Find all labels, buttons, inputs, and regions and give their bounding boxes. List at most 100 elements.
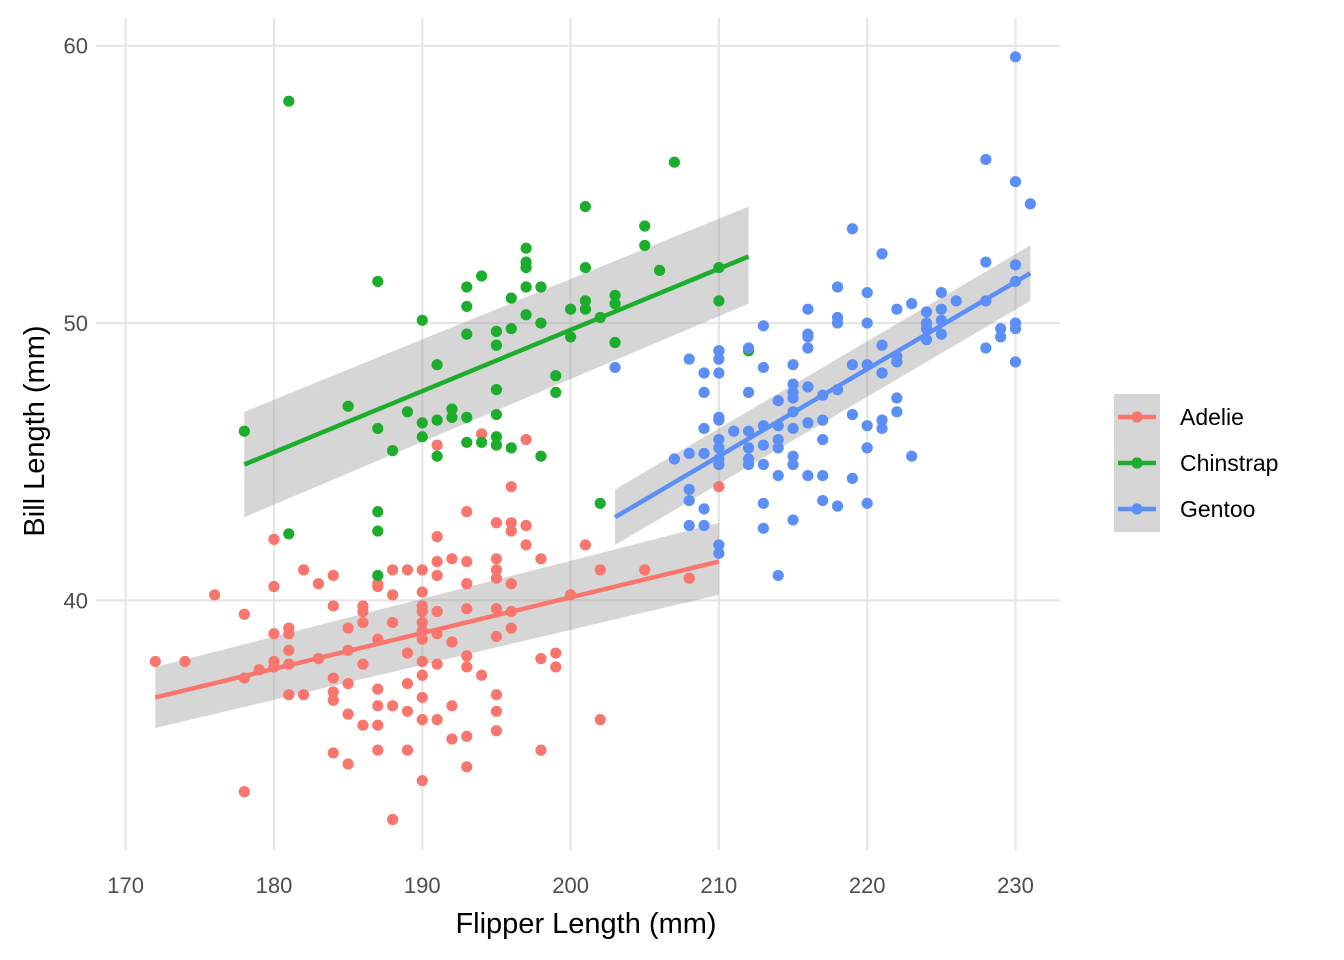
data-point-adelie [238, 608, 250, 620]
data-point-adelie [431, 569, 443, 582]
data-point-adelie [490, 630, 503, 643]
x-tick-label: 170 [107, 873, 144, 898]
data-point-gentoo [713, 414, 725, 426]
data-point-chinstrap [520, 281, 532, 293]
trend-line-gentoo [613, 271, 1032, 520]
data-point-gentoo [935, 328, 947, 340]
data-point-chinstrap [431, 414, 443, 426]
data-point-adelie [446, 636, 458, 648]
data-point-adelie [327, 747, 339, 759]
data-point-gentoo [1009, 176, 1022, 188]
data-point-chinstrap [372, 569, 384, 582]
data-point-adelie [283, 689, 295, 701]
data-point-adelie [401, 647, 414, 659]
data-point-gentoo [757, 320, 769, 332]
data-point-adelie [312, 578, 325, 590]
data-point-gentoo [831, 317, 844, 329]
data-point-chinstrap [490, 408, 503, 421]
trend-line-chinstrap [243, 254, 750, 467]
data-point-chinstrap [461, 328, 473, 340]
data-point-gentoo [683, 519, 695, 532]
data-point-adelie [401, 705, 414, 717]
trend-lines [154, 254, 1032, 700]
data-point-adelie [535, 653, 547, 665]
data-point-adelie [461, 603, 473, 615]
data-point-adelie [505, 525, 517, 537]
data-point-gentoo [802, 303, 814, 315]
data-point-gentoo [742, 342, 755, 354]
data-point-adelie [357, 658, 369, 670]
data-point-adelie [520, 519, 532, 532]
data-point-adelie [357, 719, 369, 731]
data-point-gentoo [728, 425, 740, 437]
data-point-gentoo [802, 342, 814, 354]
x-tick-label: 230 [997, 873, 1034, 898]
data-point-adelie [431, 714, 443, 726]
data-point-gentoo [846, 472, 858, 484]
data-point-gentoo [698, 503, 710, 515]
data-point-adelie [476, 428, 488, 440]
data-point-gentoo [609, 361, 621, 374]
legend-label-gentoo: Gentoo [1180, 496, 1255, 522]
data-point-adelie [416, 605, 428, 618]
data-point-adelie [372, 744, 384, 756]
data-point-chinstrap [668, 156, 681, 168]
data-point-chinstrap [713, 295, 725, 307]
data-point-chinstrap [372, 275, 384, 288]
data-point-gentoo [757, 522, 769, 534]
data-point-adelie [387, 564, 399, 576]
data-point-adelie [416, 616, 428, 629]
x-tick-label: 210 [701, 873, 738, 898]
data-point-adelie [357, 616, 369, 629]
data-point-gentoo [757, 458, 769, 471]
data-point-adelie [550, 647, 562, 659]
data-point-gentoo [772, 442, 784, 454]
data-point-gentoo [683, 353, 695, 365]
data-point-adelie [387, 616, 399, 629]
data-point-chinstrap [372, 506, 384, 518]
data-point-chinstrap [639, 239, 651, 252]
data-point-adelie [372, 683, 384, 695]
data-point-gentoo [713, 433, 725, 446]
data-point-adelie [268, 533, 280, 545]
data-point-adelie [416, 775, 428, 787]
data-point-chinstrap [416, 431, 428, 443]
data-point-adelie [342, 678, 354, 690]
data-point-adelie [298, 689, 310, 701]
y-tick-label: 60 [64, 34, 88, 59]
legend-key-point [1131, 503, 1143, 515]
data-point-chinstrap [490, 384, 503, 396]
data-point-gentoo [980, 342, 992, 354]
data-points [149, 51, 1036, 826]
data-point-gentoo [683, 494, 695, 507]
data-point-adelie [535, 553, 547, 565]
data-point-adelie [401, 744, 414, 756]
data-point-gentoo [668, 453, 681, 465]
data-point-adelie [342, 708, 354, 720]
data-point-adelie [505, 622, 517, 634]
legend-label-adelie: Adelie [1180, 404, 1244, 430]
data-point-adelie [238, 786, 250, 798]
data-point-gentoo [772, 395, 784, 407]
data-point-chinstrap [372, 422, 384, 435]
data-point-chinstrap [579, 200, 592, 213]
data-point-gentoo [787, 514, 799, 526]
data-point-adelie [476, 669, 488, 681]
data-point-gentoo [713, 539, 725, 551]
legend-key-point [1131, 457, 1143, 469]
data-point-adelie [431, 658, 443, 670]
data-point-chinstrap [609, 289, 621, 301]
data-point-adelie [327, 686, 339, 698]
data-point-gentoo [920, 306, 933, 318]
data-point-chinstrap [372, 525, 384, 537]
data-point-adelie [713, 481, 725, 493]
data-point-adelie [416, 691, 428, 704]
data-point-chinstrap [416, 417, 428, 429]
data-point-gentoo [995, 323, 1007, 335]
data-point-gentoo [876, 339, 888, 351]
data-point-gentoo [846, 359, 858, 371]
data-point-gentoo [831, 281, 844, 293]
data-point-adelie [416, 564, 428, 576]
data-point-gentoo [831, 500, 844, 512]
data-point-gentoo [817, 494, 829, 507]
